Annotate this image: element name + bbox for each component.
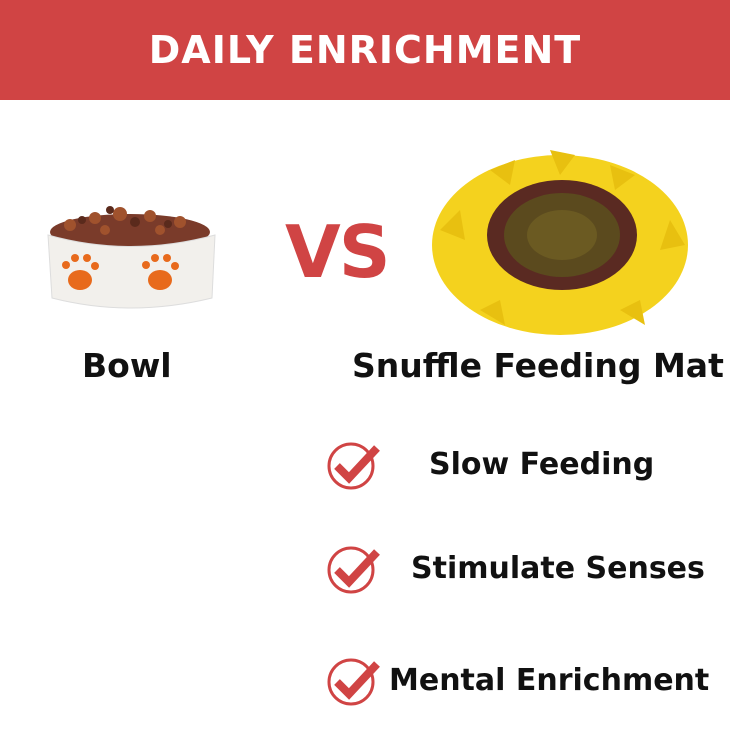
sunflower-snuffle-mat-image bbox=[432, 150, 688, 335]
banner-title: DAILY ENRICHMENT bbox=[148, 28, 582, 72]
check-circle-icon bbox=[327, 546, 380, 594]
title-banner: DAILY ENRICHMENT bbox=[0, 0, 730, 100]
bowl-label: Bowl bbox=[82, 346, 172, 385]
check-circle-icon bbox=[327, 442, 380, 490]
benefit-label: Mental Enrichment bbox=[389, 662, 710, 698]
food-bowl-image bbox=[47, 206, 216, 309]
benefit-label: Stimulate Senses bbox=[411, 550, 705, 586]
benefit-label: Slow Feeding bbox=[429, 446, 655, 482]
check-circle-icon bbox=[327, 658, 380, 706]
benefit-item: Stimulate Senses bbox=[325, 538, 705, 598]
snuffle-mat-label: Snuffle Feeding Mat bbox=[352, 346, 724, 385]
benefit-item: Slow Feeding bbox=[325, 434, 654, 494]
benefit-item: Mental Enrichment bbox=[325, 650, 709, 710]
vs-label: VS bbox=[285, 210, 391, 294]
